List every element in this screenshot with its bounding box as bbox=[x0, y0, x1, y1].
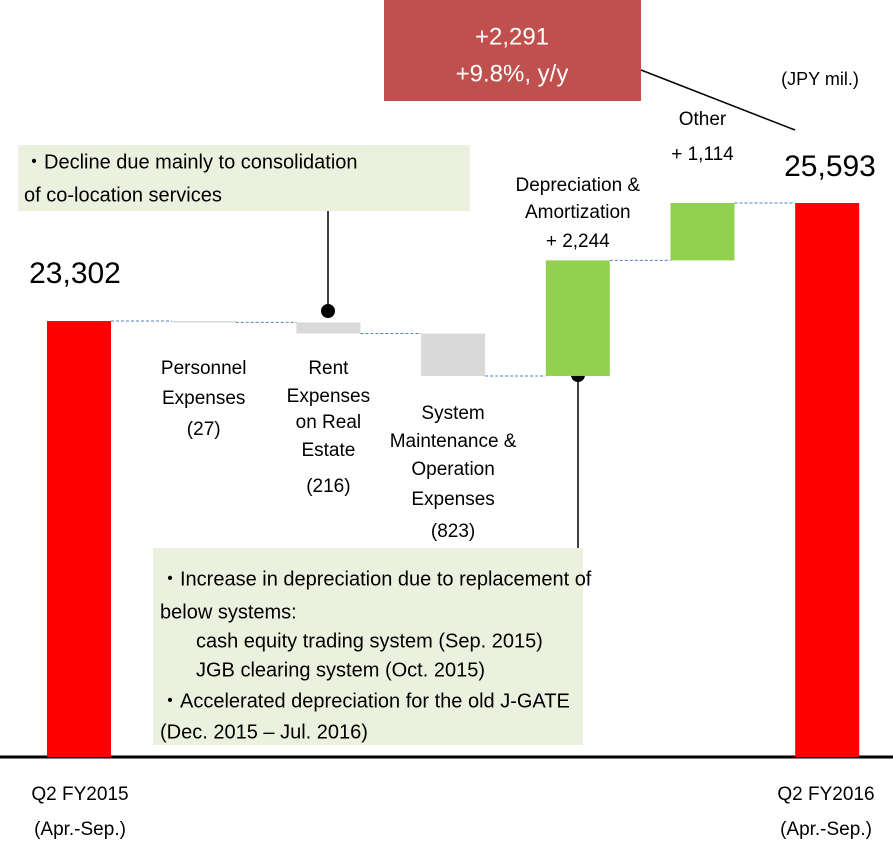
category-label: (Apr.-Sep.) bbox=[780, 819, 872, 840]
category-label: Operation bbox=[411, 459, 494, 480]
bar bbox=[171, 321, 236, 323]
bar bbox=[421, 333, 486, 376]
bar bbox=[545, 260, 610, 376]
callout-box bbox=[18, 145, 470, 211]
value-label: 23,302 bbox=[29, 257, 121, 290]
category-label: Other bbox=[679, 109, 727, 130]
bar bbox=[795, 203, 860, 757]
callout-dot bbox=[321, 304, 335, 318]
value-label: + 2,244 bbox=[546, 231, 610, 252]
category-label: Depreciation & bbox=[515, 175, 640, 196]
bar bbox=[47, 321, 111, 757]
bar bbox=[296, 322, 361, 334]
callout-text: of co-location services bbox=[24, 184, 222, 206]
category-label: Rent bbox=[308, 358, 349, 379]
value-label: (27) bbox=[187, 419, 221, 440]
leader-line bbox=[640, 69, 796, 131]
category-label: Q2 FY2016 bbox=[777, 784, 874, 805]
value-label: (216) bbox=[306, 476, 350, 497]
callout-text: cash equity trading system (Sep. 2015) bbox=[196, 630, 543, 652]
category-label: Estate bbox=[301, 440, 355, 461]
category-label: Maintenance & bbox=[390, 431, 517, 452]
category-label: (Apr.-Sep.) bbox=[34, 819, 126, 840]
callout-text: (Dec. 2015 – Jul. 2016) bbox=[160, 721, 368, 743]
category-label: Expenses bbox=[411, 489, 494, 510]
category-label: System bbox=[421, 403, 484, 424]
callout-text: ・Accelerated depreciation for the old J-… bbox=[160, 690, 570, 712]
callout-text: JGB clearing system (Oct. 2015) bbox=[196, 659, 485, 681]
category-label: on Real bbox=[296, 412, 362, 433]
callout-text: ・Decline due mainly to consolidation bbox=[24, 151, 358, 173]
category-label: Expenses bbox=[162, 388, 245, 409]
value-label: + 1,114 bbox=[671, 144, 734, 165]
total-change-pct: +9.8%, y/y bbox=[456, 60, 569, 87]
callout-text: ・Increase in depreciation due to replace… bbox=[160, 568, 592, 590]
bar bbox=[670, 202, 735, 261]
category-label: Expenses bbox=[287, 386, 370, 407]
callout-text: below systems: bbox=[160, 601, 297, 623]
value-label: (823) bbox=[431, 521, 475, 542]
callout-box bbox=[153, 548, 583, 745]
category-label: Personnel bbox=[161, 358, 247, 379]
unit-label: (JPY mil.) bbox=[781, 69, 859, 89]
total-change-box bbox=[384, 0, 641, 101]
total-change: +2,291 bbox=[475, 23, 549, 50]
category-label: Q2 FY2015 bbox=[31, 784, 128, 805]
category-label: Amortization bbox=[525, 202, 631, 223]
value-label: 25,593 bbox=[784, 150, 876, 183]
